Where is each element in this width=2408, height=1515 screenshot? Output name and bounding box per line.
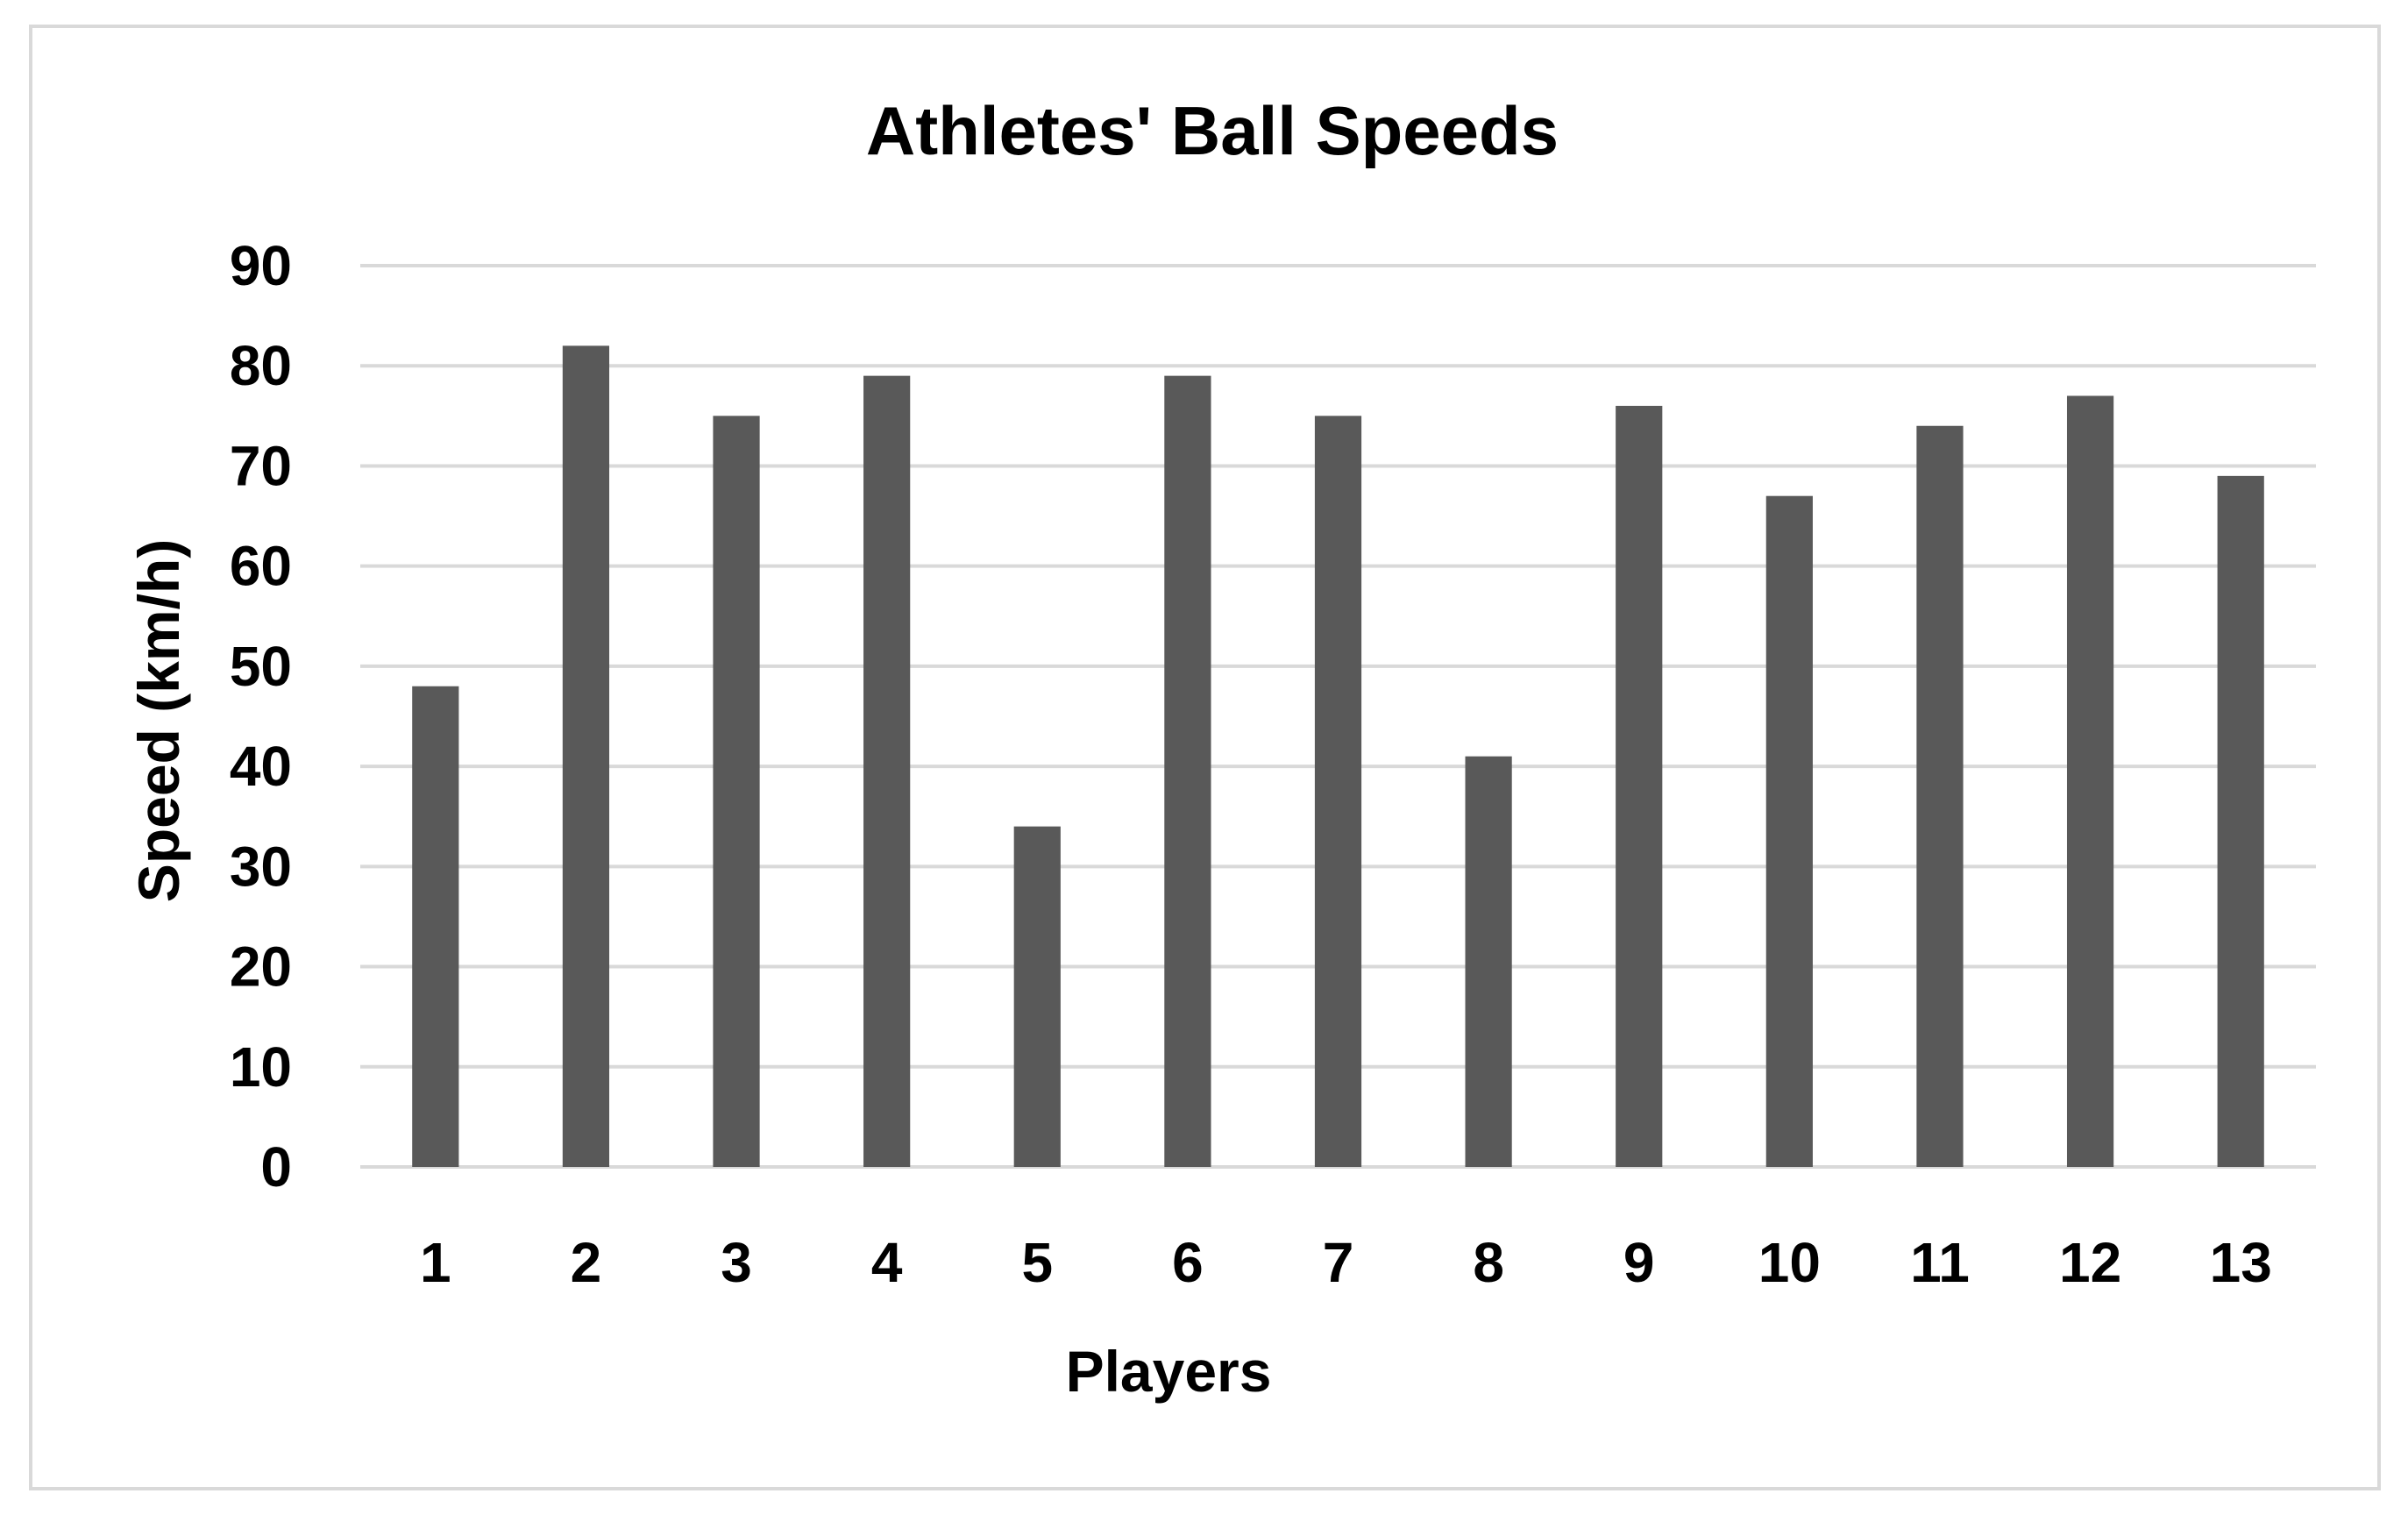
bar-player-9: [1616, 405, 1663, 1167]
bar-player-7: [1314, 416, 1362, 1167]
chart-title: Athletes' Ball Speeds: [866, 92, 1559, 169]
x-axis-tick-labels: 1 2 3 4 5 6 7 8 9 10 11 12 13: [420, 1231, 2272, 1294]
bar-player-4: [863, 375, 911, 1168]
x-tick-label: 11: [1910, 1231, 1970, 1294]
x-tick-label: 12: [2059, 1231, 2121, 1294]
x-tick-label: 6: [1172, 1231, 1204, 1294]
bars: [412, 345, 2264, 1168]
bar-player-2: [562, 345, 610, 1167]
x-tick-label: 8: [1473, 1231, 1504, 1294]
y-axis-title: Speed (km/h): [126, 539, 191, 902]
y-tick-label: 40: [230, 735, 292, 798]
x-tick-label: 1: [420, 1231, 451, 1294]
bar-player-6: [1164, 375, 1211, 1168]
bar-player-5: [1013, 826, 1061, 1167]
bar-player-13: [2217, 475, 2264, 1167]
bar-player-10: [1765, 495, 1813, 1167]
bar-player-8: [1465, 756, 1512, 1167]
y-axis-tick-labels: 0 10 20 30 40 50 60 70 80 90: [230, 234, 292, 1198]
y-tick-label: 70: [230, 434, 292, 497]
y-tick-label: 60: [230, 535, 292, 598]
gridlines: [360, 264, 2316, 1169]
x-tick-label: 7: [1323, 1231, 1354, 1294]
x-tick-label: 13: [2210, 1231, 2272, 1294]
y-tick-label: 30: [230, 835, 292, 898]
x-axis-title: Players: [1066, 1339, 1272, 1404]
bar-player-11: [1916, 425, 1964, 1167]
y-tick-label: 50: [230, 635, 292, 698]
y-tick-label: 0: [260, 1135, 292, 1198]
bar-player-12: [2066, 395, 2114, 1167]
x-tick-label: 3: [721, 1231, 752, 1294]
y-tick-label: 90: [230, 234, 292, 297]
y-tick-label: 20: [230, 935, 292, 999]
bar-player-3: [713, 416, 760, 1167]
x-tick-label: 10: [1758, 1231, 1821, 1294]
x-tick-label: 4: [871, 1231, 903, 1294]
x-tick-label: 2: [571, 1231, 602, 1294]
x-tick-label: 5: [1021, 1231, 1053, 1294]
bar-player-1: [412, 686, 459, 1167]
y-tick-label: 10: [230, 1035, 292, 1099]
y-tick-label: 80: [230, 334, 292, 397]
x-tick-label: 9: [1623, 1231, 1655, 1294]
